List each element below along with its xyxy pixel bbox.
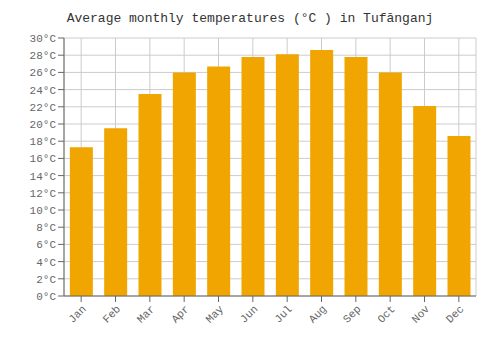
svg-text:0°C: 0°C xyxy=(36,291,56,303)
svg-text:6°C: 6°C xyxy=(36,239,56,251)
svg-text:Feb: Feb xyxy=(101,303,123,325)
svg-text:2°C: 2°C xyxy=(36,274,56,286)
svg-text:26°C: 26°C xyxy=(30,67,57,79)
svg-text:16°C: 16°C xyxy=(30,153,57,165)
svg-text:Mar: Mar xyxy=(135,303,157,325)
svg-text:12°C: 12°C xyxy=(30,188,57,200)
svg-text:May: May xyxy=(204,303,227,326)
svg-text:18°C: 18°C xyxy=(30,136,57,148)
svg-text:30°C: 30°C xyxy=(30,33,57,45)
svg-text:8°C: 8°C xyxy=(36,222,56,234)
svg-text:Dec: Dec xyxy=(444,303,466,325)
svg-text:Nov: Nov xyxy=(410,303,433,326)
svg-text:10°C: 10°C xyxy=(30,205,57,217)
html-text:Average monthly temperatures (: Average monthly temperatures (°C ) in Tu… xyxy=(66,11,434,26)
svg-text:Jun: Jun xyxy=(238,303,260,325)
svg-text:Apr: Apr xyxy=(169,303,191,325)
svg-text:24°C: 24°C xyxy=(30,85,57,97)
svg-text:Jan: Jan xyxy=(66,303,88,325)
svg-text:Oct: Oct xyxy=(375,303,397,325)
svg-text:4°C: 4°C xyxy=(36,257,56,269)
svg-text:Sep: Sep xyxy=(341,303,363,325)
svg-text:20°C: 20°C xyxy=(30,119,57,131)
svg-text:28°C: 28°C xyxy=(30,50,57,62)
svg-text:14°C: 14°C xyxy=(30,171,57,183)
svg-text:Jul: Jul xyxy=(272,303,294,325)
svg-text:22°C: 22°C xyxy=(30,102,57,114)
svg-text:Aug: Aug xyxy=(307,303,329,325)
